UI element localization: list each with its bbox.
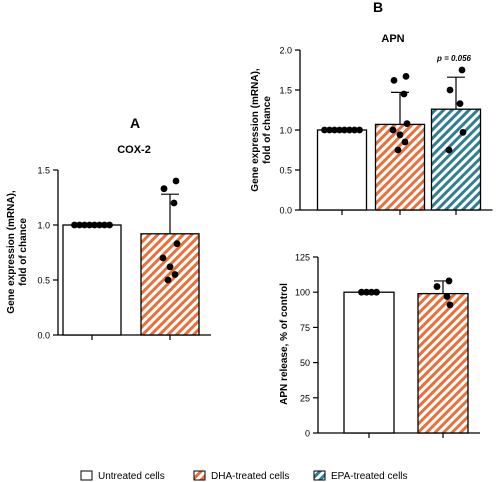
y-tick-label: 1.5 [279, 86, 292, 96]
bar-dha [374, 123, 426, 211]
cox2-chart: 0.0 0.5 1.0 1.5 [37, 166, 211, 341]
y-tick-label: 50 [300, 358, 310, 368]
legend-label-untreated: Untreated cells [98, 471, 165, 482]
data-point-untreated [106, 221, 113, 229]
y-tick-label: 0.5 [279, 166, 292, 176]
data-point-untreated [336, 126, 343, 134]
data-point-epa [445, 146, 453, 154]
data-point-untreated [81, 221, 88, 229]
legend-swatch-dha [193, 470, 206, 481]
legend-swatch-untreated [80, 470, 93, 481]
y-tick-label: 75 [300, 323, 310, 333]
data-point-untreated [91, 221, 98, 229]
legend: Untreated cells DHA-treated cells EPA-tr… [80, 470, 408, 482]
y-tick-label: 1.5 [37, 166, 50, 176]
data-point-dha [159, 254, 167, 262]
data-point-dha [173, 240, 181, 248]
data-point-untreated [341, 126, 348, 134]
y-tick-label: 100 [295, 288, 310, 298]
panel-a-letter: A [130, 115, 140, 131]
y-tick-label: 0 [305, 429, 310, 439]
data-point-untreated [101, 221, 108, 229]
data-point-untreated [331, 126, 338, 134]
data-point-untreated [326, 126, 333, 134]
data-point-dha [390, 77, 398, 84]
y-tick-label: 1.0 [37, 221, 50, 231]
data-point-untreated [358, 288, 365, 296]
panel-c-ylabel: APN release, % of control [279, 283, 290, 405]
data-point-untreated [368, 288, 375, 296]
data-point-epa [456, 100, 464, 107]
y-tick-label: 125 [295, 253, 310, 263]
data-point-untreated [86, 221, 93, 229]
data-point-dha [160, 185, 168, 193]
data-point-dha [433, 283, 441, 290]
bar-untreated [62, 224, 122, 336]
data-point-untreated [71, 221, 78, 229]
panel-b-letter: B [373, 0, 383, 15]
data-point-dha [164, 276, 172, 284]
data-point-epa [459, 129, 467, 136]
y-tick-label: 0.0 [37, 331, 50, 341]
p-value-annotation: p = 0.056 [436, 54, 472, 63]
data-point-dha [396, 131, 404, 139]
bar-dha [140, 233, 200, 336]
apn-expression-chart: 0.0 0.5 1.0 1.5 2.0 [279, 46, 493, 216]
data-point-untreated [76, 221, 83, 229]
data-point-dha [166, 263, 174, 271]
data-point-dha [400, 90, 408, 98]
data-point-untreated [346, 126, 353, 134]
data-point-dha [446, 301, 454, 309]
data-point-epa [458, 66, 466, 74]
bar-untreated [343, 291, 395, 434]
data-point-dha [394, 146, 402, 154]
y-tick-label: 25 [300, 393, 310, 403]
panel-b-title: APN [381, 33, 404, 45]
legend-swatch-epa [313, 470, 326, 481]
bar-untreated [316, 129, 368, 211]
apn-release-chart: 0 25 50 75 100 125 [295, 253, 480, 439]
data-point-dha [443, 293, 451, 300]
data-point-untreated [356, 126, 363, 134]
panel-b-ylabel-line2: fold of chance [262, 96, 273, 164]
legend-label-epa: EPA-treated cells [331, 471, 408, 482]
y-tick-label: 1.0 [279, 126, 292, 136]
data-point-dha [170, 199, 178, 207]
data-point-epa [446, 86, 454, 94]
data-point-dha [389, 126, 397, 134]
data-point-dha [171, 271, 179, 278]
data-point-dha [445, 277, 453, 285]
bar-epa [430, 108, 482, 211]
data-point-dha [401, 138, 409, 146]
y-tick-label: 2.0 [279, 46, 292, 56]
panel-a-ylabel-line1: Gene expression (mRNA), [6, 190, 17, 314]
data-point-untreated [321, 126, 328, 134]
panel-a-ylabel-line2: fold of chance [18, 218, 29, 286]
data-point-dha [172, 177, 180, 185]
y-tick-label: 0.0 [279, 206, 292, 216]
panel-b-ylabel-line1: Gene expression (mRNA), [250, 68, 261, 192]
data-point-untreated [96, 221, 103, 229]
data-point-untreated [363, 288, 370, 296]
data-point-dha [403, 120, 411, 127]
data-point-untreated [373, 288, 380, 296]
y-tick-label: 0.5 [37, 276, 50, 286]
bar-dha [417, 292, 469, 434]
data-point-untreated [351, 126, 358, 134]
legend-label-dha: DHA-treated cells [211, 471, 289, 482]
panel-a-title: COX-2 [117, 144, 151, 156]
data-point-dha [402, 73, 410, 80]
